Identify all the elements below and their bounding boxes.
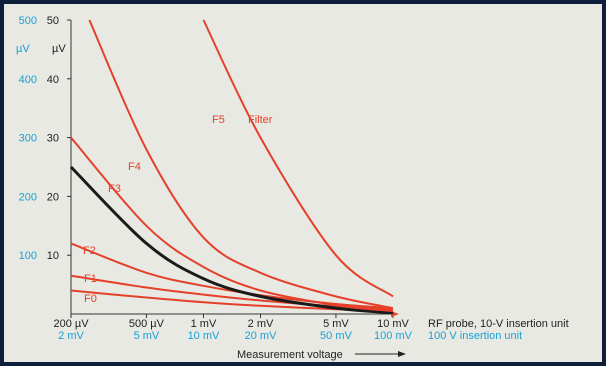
x-tick-label-row2: 50 mV (320, 330, 352, 342)
y-tick-label-outer: 300 (19, 133, 37, 145)
series-label-f2: F2 (83, 245, 96, 257)
series-label-f4: F4 (128, 161, 141, 173)
x-tick-label-row1: 500 µV (129, 318, 165, 330)
x-row1-caption: RF probe, 10-V insertion unit (428, 318, 569, 330)
x-tick-label-row1: 10 mV (377, 318, 409, 330)
series-label-f3: F3 (108, 183, 121, 195)
y-inner-unit: µV (52, 43, 66, 55)
series-label-f0: F0 (84, 293, 97, 305)
y-tick-label-inner: 20 (47, 191, 59, 203)
y-tick-label-inner: 10 (47, 250, 59, 262)
x-tick-label-row2: 5 mV (134, 330, 160, 342)
x-tick-label-row2: 20 mV (245, 330, 277, 342)
series-label-f1: F1 (84, 273, 97, 285)
x-row2-caption: 100 V insertion unit (428, 330, 522, 342)
annotation-filter: Filter (248, 114, 273, 126)
series-line-f5 (202, 19, 394, 298)
x-axis-label: Measurement voltage (237, 349, 343, 361)
x-tick-label-row2: 10 mV (188, 330, 220, 342)
series-label-f5: F5 (212, 114, 225, 126)
curves (69, 19, 394, 315)
series-line-f2 (70, 242, 394, 310)
x-tick-label-row2: 100 mV (374, 330, 413, 342)
x-tick-label-row1: 1 mV (191, 318, 217, 330)
x-tick-label-row1: 2 mV (248, 318, 274, 330)
y-tick-label-outer: 500 (19, 15, 37, 27)
y-tick-label-outer: 100 (19, 250, 37, 262)
y-tick-label-outer: 200 (19, 191, 37, 203)
y-tick-label-inner: 50 (47, 15, 59, 27)
axes (67, 19, 406, 357)
series-line-f4 (88, 19, 394, 310)
y-tick-label-outer: 400 (19, 74, 37, 86)
series-line-f3 (70, 136, 394, 313)
x-label-arrow-head (398, 351, 406, 357)
x-tick-label-row1: 5 mV (323, 318, 349, 330)
y-tick-label-inner: 40 (47, 74, 59, 86)
y-outer-unit: µV (16, 43, 30, 55)
series-line-reference (69, 165, 394, 315)
y-tick-label-inner: 30 (47, 133, 59, 145)
x-tick-label-row2: 2 mV (58, 330, 84, 342)
x-tick-label-row1: 200 µV (53, 318, 89, 330)
